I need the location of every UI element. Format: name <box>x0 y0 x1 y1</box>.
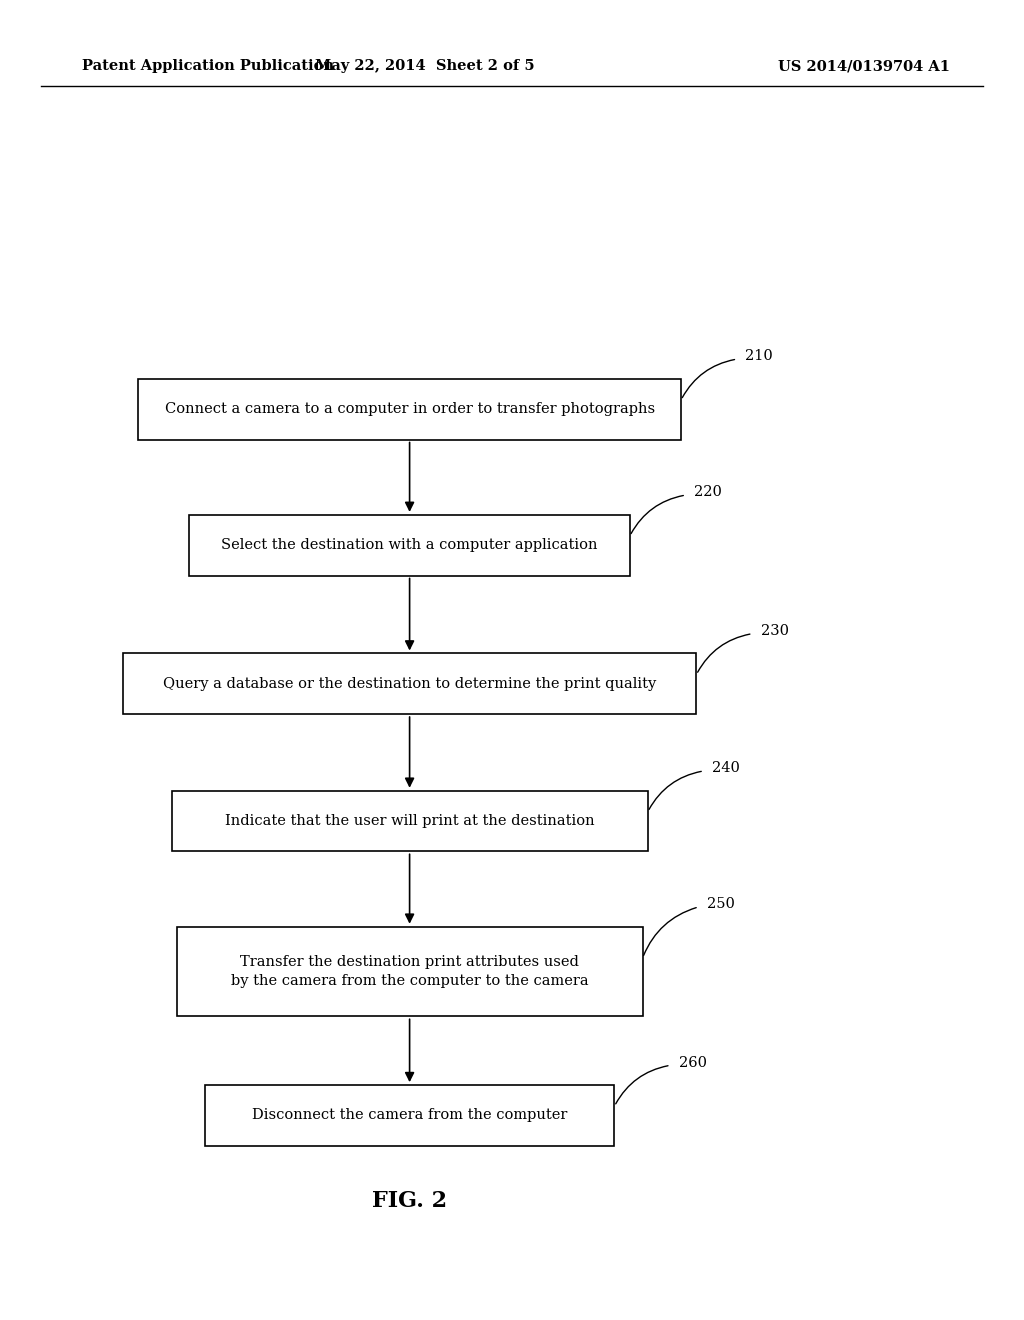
Text: Disconnect the camera from the computer: Disconnect the camera from the computer <box>252 1109 567 1122</box>
Bar <box>138 379 681 440</box>
Text: 230: 230 <box>761 624 788 638</box>
Text: Connect a camera to a computer in order to transfer photographs: Connect a camera to a computer in order … <box>165 403 654 416</box>
Text: Transfer the destination print attributes used
by the camera from the computer t: Transfer the destination print attribute… <box>230 954 589 989</box>
Text: 220: 220 <box>694 486 722 499</box>
Bar <box>189 515 630 576</box>
Text: May 22, 2014  Sheet 2 of 5: May 22, 2014 Sheet 2 of 5 <box>315 59 535 73</box>
Text: Patent Application Publication: Patent Application Publication <box>82 59 334 73</box>
Text: 260: 260 <box>679 1056 707 1069</box>
Text: 210: 210 <box>745 350 773 363</box>
Text: 240: 240 <box>713 762 740 775</box>
Bar <box>172 791 648 851</box>
Text: FIG. 2: FIG. 2 <box>372 1191 447 1212</box>
Text: 250: 250 <box>708 898 735 911</box>
Bar <box>123 653 696 714</box>
Bar <box>205 1085 614 1146</box>
Text: Select the destination with a computer application: Select the destination with a computer a… <box>221 539 598 552</box>
Text: US 2014/0139704 A1: US 2014/0139704 A1 <box>778 59 950 73</box>
Text: Indicate that the user will print at the destination: Indicate that the user will print at the… <box>225 814 594 828</box>
Bar <box>177 927 643 1016</box>
Text: Query a database or the destination to determine the print quality: Query a database or the destination to d… <box>163 677 656 690</box>
